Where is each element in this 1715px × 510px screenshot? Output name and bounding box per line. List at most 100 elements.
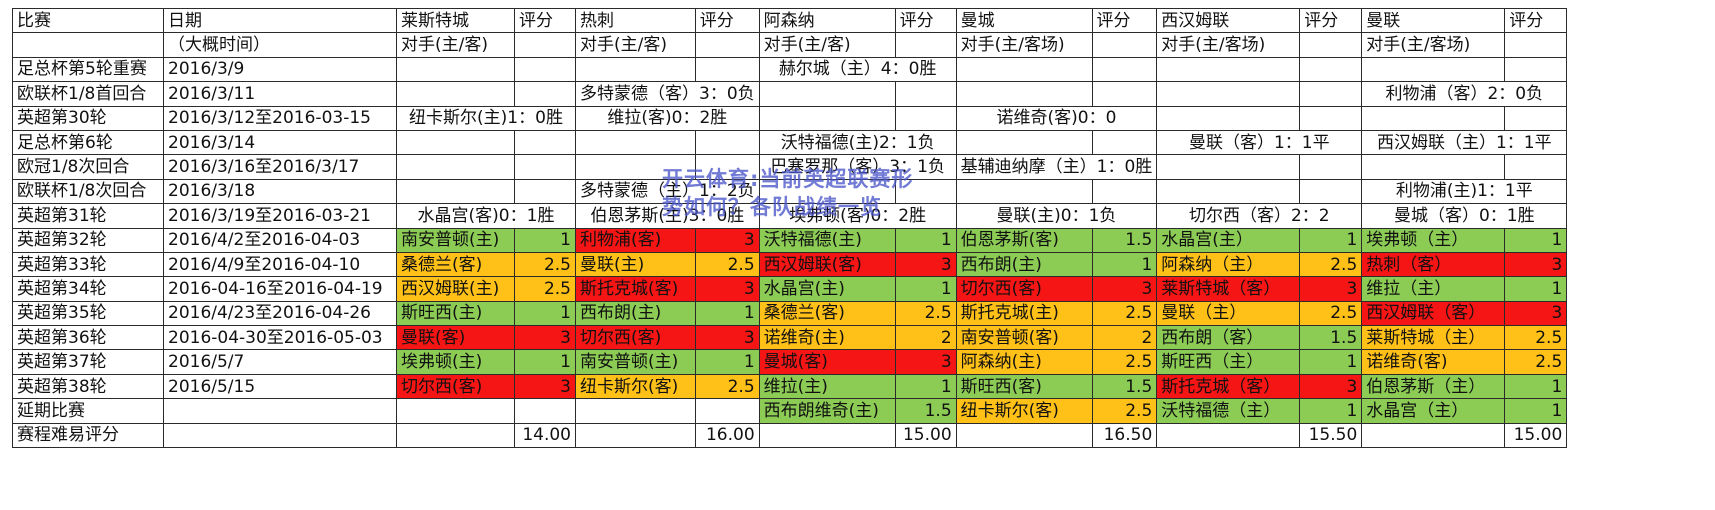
total-score-cell[interactable]: 14.00	[514, 422, 576, 449]
empty-cell[interactable]	[694, 56, 760, 83]
empty-cell[interactable]	[575, 154, 696, 180]
date-cell[interactable]: 2016/3/12至2016-03-15	[163, 105, 397, 131]
empty-cell[interactable]	[575, 398, 696, 424]
match-name-cell[interactable]: 英超第35轮	[12, 300, 164, 327]
team-name-cell[interactable]: 莱斯特城	[396, 7, 515, 34]
match-name-cell[interactable]: 延期比赛	[12, 398, 164, 424]
difficulty-score-cell[interactable]: 3	[1504, 251, 1568, 278]
opponent-cell[interactable]: 维拉（主）	[1361, 276, 1506, 302]
empty-cell[interactable]	[514, 154, 576, 180]
empty-cell[interactable]	[694, 154, 760, 180]
opponent-cell[interactable]: 伯恩茅斯(客)	[955, 227, 1093, 253]
total-score-cell[interactable]: 15.50	[1299, 422, 1363, 449]
opponent-cell[interactable]: 伯恩茅斯（主）	[1361, 373, 1506, 400]
match-name-cell[interactable]: 欧联杯1/8首回合	[12, 81, 164, 107]
header-date-sub[interactable]: （大概时间）	[163, 32, 397, 58]
empty-cell[interactable]	[1504, 105, 1568, 131]
opponent-cell[interactable]: 斯旺西（主）	[1156, 349, 1301, 375]
opponent-cell[interactable]: 南安普顿(主)	[575, 349, 696, 375]
empty-cell[interactable]	[758, 81, 896, 107]
match-name-cell[interactable]: 欧联杯1/8次回合	[12, 178, 164, 205]
difficulty-score-cell[interactable]: 2	[1091, 325, 1158, 351]
difficulty-score-cell[interactable]: 2.5	[1091, 300, 1158, 327]
total-score-cell[interactable]: 15.00	[894, 422, 957, 449]
empty-cell[interactable]	[1361, 154, 1506, 180]
difficulty-score-cell[interactable]: 2.5	[1299, 300, 1363, 327]
empty-cell[interactable]	[1504, 154, 1568, 180]
opponent-cell[interactable]: 莱斯特城（主）	[1361, 325, 1506, 351]
difficulty-score-cell[interactable]: 1.5	[1091, 373, 1158, 400]
empty-cell[interactable]	[575, 56, 696, 83]
date-cell[interactable]: 2016-04-30至2016-05-03	[163, 325, 397, 351]
empty-cell[interactable]	[894, 105, 957, 131]
opponent-cell[interactable]: 西汉姆联(客)	[758, 251, 896, 278]
difficulty-score-cell[interactable]: 3	[894, 251, 957, 278]
fixture-result-cell[interactable]: 多特蒙德（主）1：2负	[575, 178, 760, 205]
opponent-cell[interactable]: 曼联(主)	[575, 251, 696, 278]
difficulty-score-cell[interactable]: 3	[694, 227, 760, 253]
match-name-cell[interactable]: 英超第38轮	[12, 373, 164, 400]
opponent-cell[interactable]: 纽卡斯尔(客)	[575, 373, 696, 400]
date-cell[interactable]: 2016/3/11	[163, 81, 397, 107]
empty-cell[interactable]	[694, 32, 760, 58]
difficulty-score-cell[interactable]: 2.5	[1299, 251, 1363, 278]
fixture-result-cell[interactable]: 沃特福德(主)2：1负	[758, 129, 957, 156]
empty-cell[interactable]	[396, 178, 515, 205]
difficulty-score-cell[interactable]: 1	[894, 373, 957, 400]
date-cell[interactable]: 2016/5/15	[163, 373, 397, 400]
difficulty-score-cell[interactable]: 2.5	[1504, 349, 1568, 375]
difficulty-score-cell[interactable]: 2.5	[1091, 349, 1158, 375]
opponent-cell[interactable]: 埃弗顿（主）	[1361, 227, 1506, 253]
team-name-cell[interactable]: 曼城	[955, 7, 1093, 34]
empty-cell[interactable]	[758, 422, 896, 449]
difficulty-score-cell[interactable]: 1	[514, 300, 576, 327]
empty-cell[interactable]	[396, 129, 515, 156]
empty-cell[interactable]	[1091, 81, 1158, 107]
opponent-cell[interactable]: 桑德兰(客)	[758, 300, 896, 327]
fixture-result-cell[interactable]: 西汉姆联（主）1：1平	[1361, 129, 1568, 156]
opponent-cell[interactable]: 切尔西(客)	[575, 325, 696, 351]
opponent-cell[interactable]: 西布朗维奇(主)	[758, 398, 896, 424]
difficulty-score-cell[interactable]: 3	[1299, 373, 1363, 400]
empty-cell[interactable]	[894, 81, 957, 107]
match-name-cell[interactable]: 英超第36轮	[12, 325, 164, 351]
empty-cell[interactable]	[1504, 32, 1568, 58]
date-cell[interactable]: 2016/4/2至2016-04-03	[163, 227, 397, 253]
difficulty-score-cell[interactable]: 2.5	[514, 276, 576, 302]
date-cell[interactable]: 2016/3/14	[163, 129, 397, 156]
difficulty-score-cell[interactable]: 1	[894, 276, 957, 302]
opponent-cell[interactable]: 诺维奇(客)	[1361, 349, 1506, 375]
opponent-cell[interactable]: 纽卡斯尔(客)	[955, 398, 1093, 424]
team-name-cell[interactable]: 西汉姆联	[1156, 7, 1301, 34]
fixture-result-cell[interactable]: 利物浦（客）2：0负	[1361, 81, 1568, 107]
opponent-subheader-cell[interactable]: 对手(主/客)	[575, 32, 696, 58]
match-name-cell[interactable]: 英超第34轮	[12, 276, 164, 302]
difficulty-score-cell[interactable]: 1.5	[1091, 227, 1158, 253]
opponent-cell[interactable]: 斯旺西(主)	[396, 300, 515, 327]
header-date[interactable]: 日期	[163, 7, 397, 34]
opponent-subheader-cell[interactable]: 对手(主/客)	[396, 32, 515, 58]
opponent-cell[interactable]: 诺维奇(主)	[758, 325, 896, 351]
difficulty-score-cell[interactable]: 1	[1299, 349, 1363, 375]
fixture-result-cell[interactable]: 基辅迪纳摩（主）1：0胜	[955, 154, 1158, 180]
empty-cell[interactable]	[396, 81, 515, 107]
score-header-cell[interactable]: 评分	[694, 7, 760, 34]
match-name-cell[interactable]: 足总杯第5轮重赛	[12, 56, 164, 83]
difficulty-score-cell[interactable]: 2.5	[1091, 398, 1158, 424]
empty-cell[interactable]	[694, 398, 760, 424]
opponent-cell[interactable]: 水晶宫(主)	[758, 276, 896, 302]
difficulty-score-cell[interactable]: 1	[514, 349, 576, 375]
empty-cell[interactable]	[1156, 105, 1301, 131]
score-header-cell[interactable]: 评分	[1091, 7, 1158, 34]
difficulty-score-cell[interactable]: 3	[694, 325, 760, 351]
total-score-cell[interactable]: 16.50	[1091, 422, 1158, 449]
date-cell[interactable]: 2016/4/23至2016-04-26	[163, 300, 397, 327]
totals-label-cell[interactable]: 赛程难易评分	[12, 422, 164, 449]
header-match[interactable]: 比赛	[12, 7, 164, 34]
total-score-cell[interactable]: 16.00	[694, 422, 760, 449]
empty-cell[interactable]	[1091, 32, 1158, 58]
empty-cell[interactable]	[396, 422, 515, 449]
opponent-cell[interactable]: 阿森纳（主）	[1156, 251, 1301, 278]
empty-cell[interactable]	[1091, 56, 1158, 83]
difficulty-score-cell[interactable]: 3	[514, 325, 576, 351]
